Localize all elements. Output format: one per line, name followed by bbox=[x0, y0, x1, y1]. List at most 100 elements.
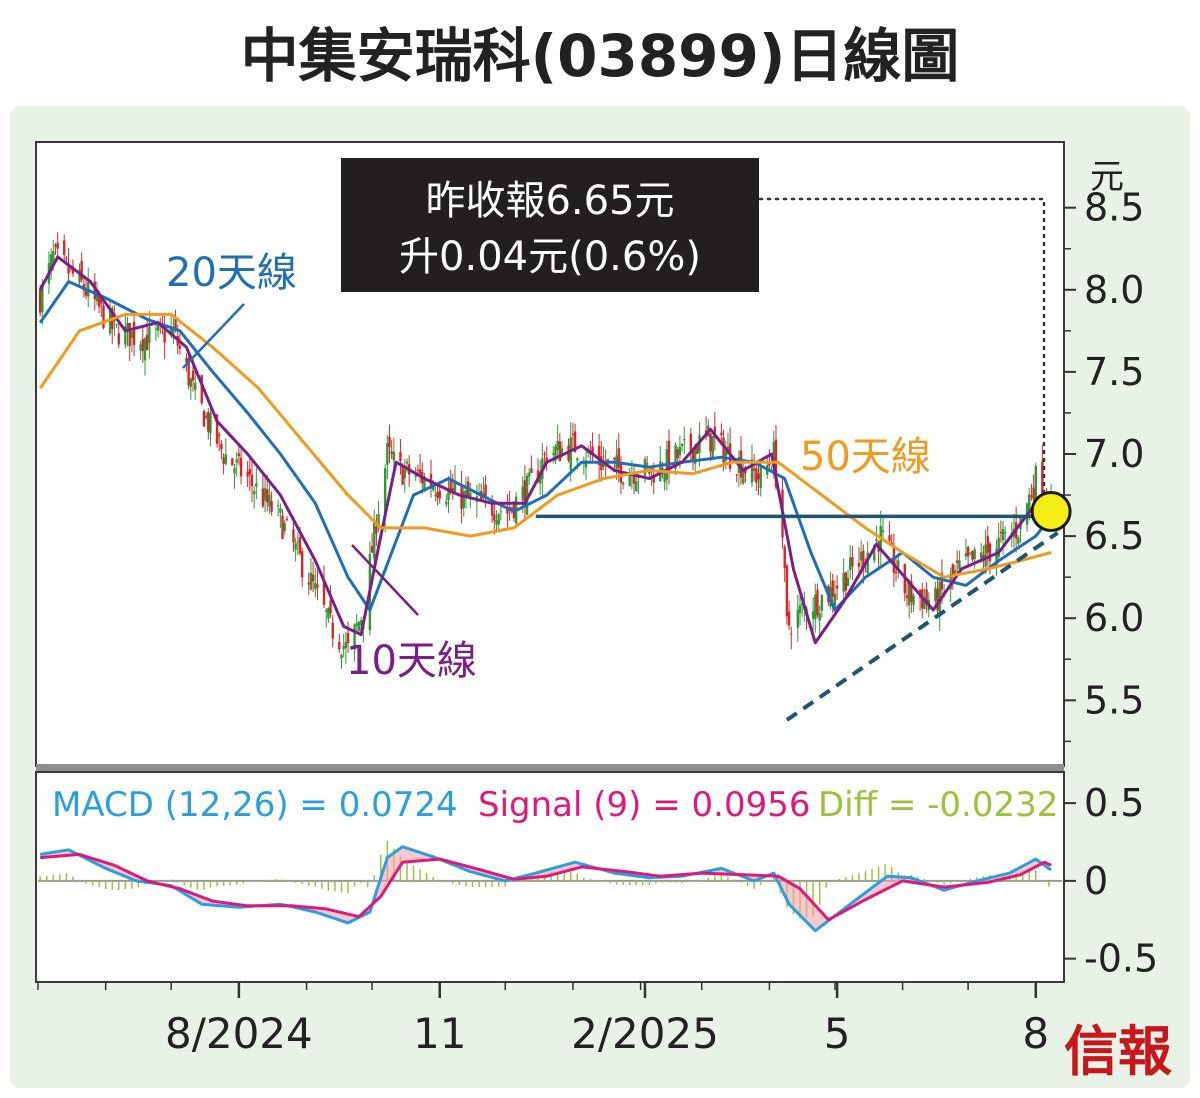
candle-body bbox=[783, 546, 786, 568]
price-annotation-layer bbox=[535, 197, 1072, 722]
candle-body bbox=[757, 473, 760, 480]
price-y-tick-label: 7.5 bbox=[1084, 350, 1144, 394]
candle-body bbox=[910, 581, 913, 602]
candle-body bbox=[645, 463, 649, 465]
candle-body bbox=[115, 323, 118, 325]
candle-body bbox=[628, 474, 631, 487]
candle-body bbox=[621, 482, 625, 485]
candle-body bbox=[233, 467, 236, 474]
candle-body bbox=[113, 319, 116, 322]
candle-body bbox=[969, 552, 972, 554]
candle-body bbox=[220, 443, 223, 450]
candle-body bbox=[462, 491, 465, 508]
candle-body bbox=[811, 611, 815, 619]
candle-body bbox=[591, 446, 594, 456]
candle-body bbox=[130, 331, 134, 338]
candle-body bbox=[209, 412, 212, 434]
x-tick-label: 8/2024 bbox=[165, 1009, 313, 1058]
candle-body bbox=[246, 472, 249, 477]
candle-body bbox=[388, 436, 391, 448]
macd-y-tick-label: 0 bbox=[1084, 859, 1108, 903]
candle-body bbox=[353, 624, 356, 650]
candle-body bbox=[971, 550, 974, 560]
candle-body bbox=[237, 453, 241, 457]
candle-body bbox=[999, 531, 1003, 534]
candle-body bbox=[327, 608, 330, 619]
candle-body bbox=[451, 488, 455, 491]
price-y-tick-label: 8.5 bbox=[1084, 186, 1144, 230]
candle-body bbox=[292, 529, 295, 543]
candle-body bbox=[552, 453, 555, 455]
candle-body bbox=[499, 511, 503, 513]
candle-body bbox=[966, 546, 970, 557]
candle-body bbox=[300, 551, 304, 578]
candle-body bbox=[263, 488, 267, 501]
candle-body bbox=[923, 597, 926, 610]
candle-body bbox=[506, 509, 509, 514]
macd-y-axis: 0.5 0 -0.5 bbox=[1064, 781, 1158, 981]
macd-legend: MACD (12,26) = 0.0724 bbox=[52, 785, 458, 825]
macd-y-tick-label: 0.5 bbox=[1084, 781, 1144, 825]
candle-body bbox=[108, 310, 112, 334]
candle-body bbox=[416, 469, 420, 471]
candle-body bbox=[752, 468, 756, 471]
candle-body bbox=[857, 562, 861, 567]
signal-line bbox=[40, 852, 1052, 922]
candle-body bbox=[875, 539, 878, 541]
candle-body bbox=[693, 446, 697, 464]
candle-body bbox=[464, 490, 468, 498]
candle-body bbox=[261, 488, 265, 507]
candle-body bbox=[632, 474, 636, 484]
candle-body bbox=[1028, 494, 1031, 514]
candle-body bbox=[276, 505, 280, 507]
candle-body bbox=[189, 378, 193, 388]
candle-body bbox=[65, 258, 68, 260]
candle-body bbox=[521, 486, 524, 501]
candle-body bbox=[573, 431, 577, 453]
candle-body bbox=[986, 536, 989, 553]
candle-body bbox=[958, 560, 961, 569]
candle-body bbox=[980, 552, 983, 559]
candle-body bbox=[322, 579, 326, 605]
candle-body bbox=[294, 543, 297, 550]
x-axis: 8/2024 11 2/2025 5 8 bbox=[37, 982, 1049, 1058]
candle-body bbox=[314, 582, 317, 590]
candle-body bbox=[97, 296, 101, 307]
candle-body bbox=[325, 610, 328, 612]
ma10-label-leader bbox=[351, 544, 419, 616]
candle-body bbox=[713, 426, 717, 438]
price-y-tick-label: 5.5 bbox=[1084, 678, 1144, 722]
diff-legend: Diff = -0.0232 bbox=[818, 785, 1058, 825]
candle-body bbox=[434, 494, 437, 496]
candle-body bbox=[750, 459, 754, 483]
candle-body bbox=[401, 466, 404, 485]
candle-body bbox=[680, 443, 684, 446]
candle-body bbox=[386, 443, 389, 465]
candle-body bbox=[185, 358, 188, 363]
candle-body bbox=[373, 520, 376, 559]
macd-line bbox=[39, 845, 1052, 933]
candle-body bbox=[997, 537, 1000, 557]
candle-body bbox=[613, 457, 616, 460]
signal-legend: Signal (9) = 0.0956 bbox=[478, 785, 810, 825]
candle-body bbox=[207, 412, 210, 432]
candle-body bbox=[543, 453, 546, 455]
candle-body bbox=[141, 339, 145, 352]
price-info-change: 升0.04元(0.6%) bbox=[399, 234, 701, 280]
candle-body bbox=[844, 572, 848, 591]
candle-body bbox=[224, 454, 227, 465]
candle-body bbox=[862, 551, 865, 569]
candle-body bbox=[495, 520, 498, 525]
candle-body bbox=[842, 572, 845, 592]
ma10-label: 10天線 bbox=[346, 638, 477, 684]
candle-body bbox=[800, 603, 804, 606]
macd-y-tick-label: -0.5 bbox=[1084, 937, 1158, 981]
candle-body bbox=[897, 560, 900, 571]
candle-body bbox=[370, 545, 374, 553]
candle-body bbox=[558, 441, 562, 462]
candle-body bbox=[248, 469, 251, 475]
candle-body bbox=[560, 448, 564, 455]
candle-body bbox=[67, 263, 70, 274]
candle-body bbox=[571, 433, 575, 435]
candle-body bbox=[187, 358, 190, 386]
